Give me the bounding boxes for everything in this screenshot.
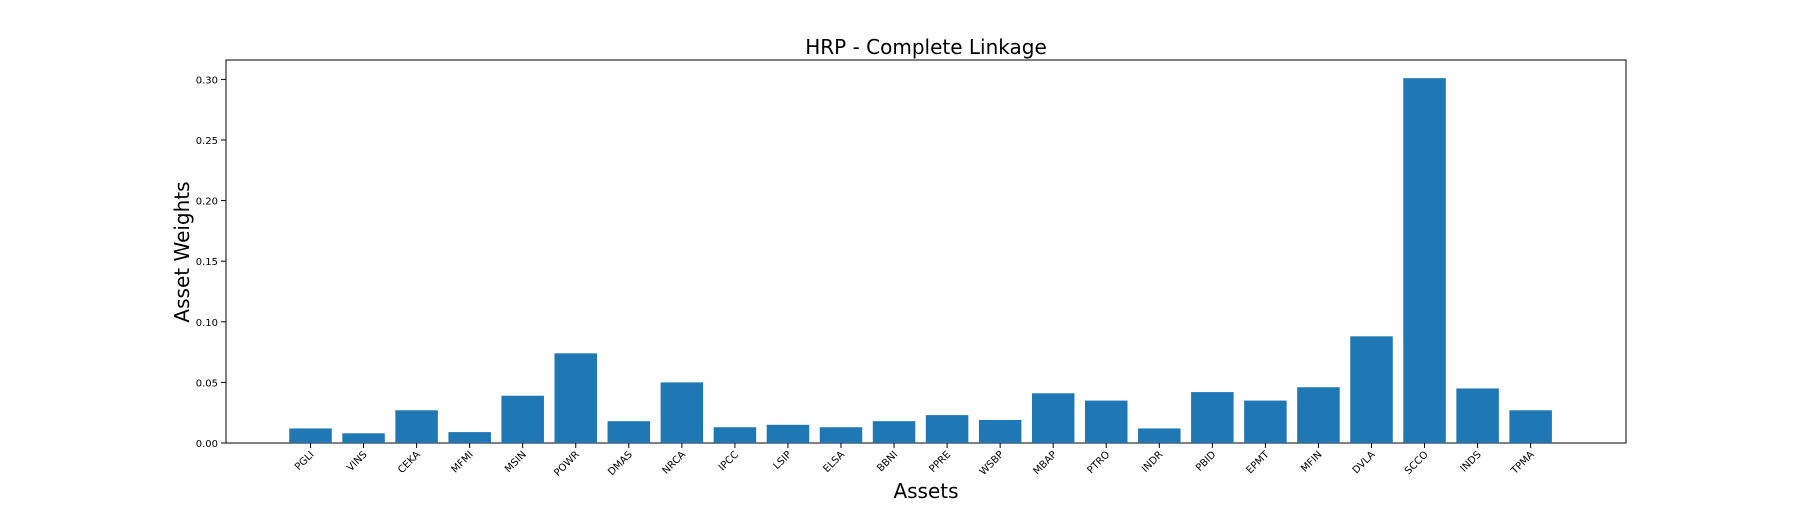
x-tick-label: INDR [1140,449,1166,475]
bar-scco [1403,78,1446,443]
x-tick-label: MFMI [450,449,476,475]
y-axis-label: Asset Weights [170,181,194,322]
x-tick-label: DVLA [1351,449,1378,476]
x-tick-label: PGLI [293,449,317,473]
x-tick-label: LSIP [772,449,795,472]
x-tick-label: PPRE [928,449,954,475]
bar-mfmi [448,432,491,443]
x-tick-label: NRCA [661,449,689,477]
x-axis-label: Assets [893,479,958,503]
x-tick-label: TPMA [1509,449,1537,477]
y-tick-label: 0.05 [196,378,218,389]
bar-powr [554,353,597,443]
bar-mfin [1297,387,1340,443]
bar-mbap [1031,393,1075,443]
x-tick-label: BBNI [875,449,900,474]
y-tick-label: 0.20 [196,197,218,208]
bar-ceka [395,410,438,443]
bar-indr [1138,428,1181,443]
x-tick-label: MBAP [1031,449,1059,477]
x-tick-label: DMAS [606,449,635,478]
bar-pbid [1191,392,1234,443]
x-tick-label: PBID [1194,449,1219,474]
bar-vins [342,433,385,443]
y-axis: 0.00 0.05 0.10 0.15 0.20 0.25 0.30 [196,75,226,450]
x-tick-label: EPMT [1245,449,1273,477]
x-tick-label: INDS [1459,449,1484,474]
bar-dmas [607,421,651,443]
bar-series [289,78,1552,443]
y-tick-label: 0.00 [196,439,218,450]
bar-inds [1456,388,1499,443]
x-tick-label: VINS [345,449,369,473]
bar-ppre [925,415,969,443]
x-tick-label: SCCO [1403,449,1431,477]
x-tick-label: ELSA [821,449,847,475]
bar-epmt [1244,400,1287,443]
chart-title: HRP - Complete Linkage [805,35,1047,59]
bar-ptro [1085,400,1128,443]
x-tick-label: IPCC [717,449,741,473]
x-tick-label: WSBP [978,449,1006,477]
x-axis: PGLI VINS CEKA MFMI MSIN POWR DMAS NRCA IPCC LSIP… [293,443,1537,479]
bar-dvla [1350,336,1393,443]
y-tick-label: 0.10 [196,318,218,329]
bar-ipcc [713,427,757,443]
x-tick-label: POWR [552,449,582,479]
bar-bbni [872,421,916,443]
y-tick-label: 0.25 [196,136,218,147]
bar-pgli [289,428,332,443]
bar-tpma [1509,410,1552,443]
bar-elsa [819,427,863,443]
x-tick-label: PTRO [1086,449,1113,476]
bar-msin [501,395,544,443]
x-tick-label: CEKA [396,449,423,476]
x-tick-label: MSIN [503,449,529,475]
bar-wsbp [978,419,1022,443]
bar-nrca [660,382,704,443]
y-tick-label: 0.30 [196,75,218,86]
bar-lsip [766,424,810,443]
x-tick-label: MFIN [1299,449,1324,474]
y-tick-label: 0.15 [196,257,218,268]
